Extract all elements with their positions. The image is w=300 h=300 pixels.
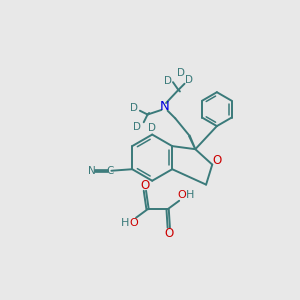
Text: O: O [212, 154, 221, 167]
Text: O: O [141, 179, 150, 192]
Text: D: D [133, 122, 141, 132]
Text: D: D [178, 68, 185, 78]
Text: D: D [148, 123, 156, 134]
Text: O: O [177, 190, 186, 200]
Text: O: O [164, 226, 174, 240]
Text: D: D [164, 76, 172, 86]
Text: C: C [106, 166, 114, 176]
Polygon shape [188, 135, 196, 150]
Text: H: H [186, 190, 194, 200]
Text: N: N [88, 166, 96, 176]
Text: D: D [185, 75, 193, 85]
Text: D: D [130, 103, 138, 113]
Text: N: N [160, 100, 170, 113]
Text: O: O [129, 218, 138, 228]
Text: H: H [121, 218, 129, 228]
